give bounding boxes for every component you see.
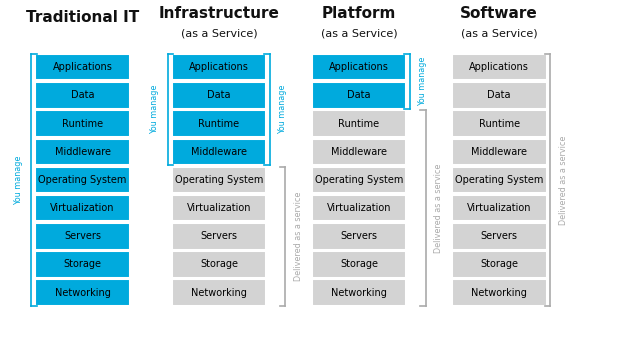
Text: Operating System: Operating System [315, 175, 403, 185]
FancyBboxPatch shape [452, 167, 547, 193]
Text: Operating System: Operating System [38, 175, 127, 185]
Text: You manage: You manage [150, 85, 159, 134]
Text: Networking: Networking [191, 288, 247, 298]
Text: Data: Data [71, 90, 94, 100]
Text: Middleware: Middleware [191, 147, 247, 157]
FancyBboxPatch shape [172, 195, 266, 221]
Text: Virtualization: Virtualization [187, 203, 251, 213]
Text: Applications: Applications [329, 62, 389, 72]
Text: Operating System: Operating System [455, 175, 543, 185]
Text: Delivered as a service: Delivered as a service [559, 135, 568, 224]
Text: You manage: You manage [14, 155, 23, 205]
Text: Applications: Applications [189, 62, 249, 72]
Text: Data: Data [207, 90, 230, 100]
FancyBboxPatch shape [172, 167, 266, 193]
FancyBboxPatch shape [452, 251, 547, 278]
FancyBboxPatch shape [172, 54, 266, 80]
Text: Applications: Applications [469, 62, 529, 72]
FancyBboxPatch shape [172, 251, 266, 278]
Text: Delivered as a service: Delivered as a service [434, 164, 443, 253]
Text: (as a Service): (as a Service) [321, 28, 397, 38]
Text: Runtime: Runtime [339, 119, 380, 128]
FancyBboxPatch shape [312, 223, 406, 250]
FancyBboxPatch shape [452, 279, 547, 306]
Text: (as a Service): (as a Service) [461, 28, 538, 38]
Text: Virtualization: Virtualization [467, 203, 531, 213]
FancyBboxPatch shape [172, 223, 266, 250]
FancyBboxPatch shape [35, 139, 130, 165]
FancyBboxPatch shape [35, 279, 130, 306]
Text: Middleware: Middleware [54, 147, 111, 157]
Text: Virtualization: Virtualization [51, 203, 115, 213]
Text: Servers: Servers [64, 231, 101, 241]
Text: Data: Data [488, 90, 511, 100]
Text: Servers: Servers [481, 231, 518, 241]
Text: Infrastructure: Infrastructure [159, 6, 279, 22]
Text: Traditional IT: Traditional IT [26, 10, 139, 25]
FancyBboxPatch shape [35, 195, 130, 221]
FancyBboxPatch shape [452, 195, 547, 221]
FancyBboxPatch shape [35, 251, 130, 278]
Text: Middleware: Middleware [471, 147, 527, 157]
FancyBboxPatch shape [312, 110, 406, 137]
FancyBboxPatch shape [452, 54, 547, 80]
Text: Storage: Storage [63, 260, 102, 269]
FancyBboxPatch shape [172, 279, 266, 306]
FancyBboxPatch shape [172, 82, 266, 109]
Text: Networking: Networking [471, 288, 527, 298]
FancyBboxPatch shape [35, 82, 130, 109]
Text: Networking: Networking [54, 288, 111, 298]
Text: Storage: Storage [340, 260, 378, 269]
FancyBboxPatch shape [312, 54, 406, 80]
Text: You manage: You manage [419, 57, 428, 106]
FancyBboxPatch shape [35, 54, 130, 80]
FancyBboxPatch shape [312, 195, 406, 221]
FancyBboxPatch shape [452, 223, 547, 250]
Text: Runtime: Runtime [198, 119, 239, 128]
Text: Applications: Applications [52, 62, 113, 72]
FancyBboxPatch shape [312, 251, 406, 278]
Text: Networking: Networking [331, 288, 387, 298]
FancyBboxPatch shape [172, 139, 266, 165]
Text: Runtime: Runtime [62, 119, 103, 128]
FancyBboxPatch shape [452, 139, 547, 165]
FancyBboxPatch shape [312, 139, 406, 165]
FancyBboxPatch shape [312, 279, 406, 306]
Text: Servers: Servers [340, 231, 378, 241]
FancyBboxPatch shape [35, 223, 130, 250]
Text: Data: Data [348, 90, 371, 100]
FancyBboxPatch shape [312, 167, 406, 193]
Text: Servers: Servers [200, 231, 237, 241]
FancyBboxPatch shape [35, 167, 130, 193]
FancyBboxPatch shape [452, 82, 547, 109]
Text: Virtualization: Virtualization [327, 203, 391, 213]
Text: Storage: Storage [200, 260, 238, 269]
Text: Middleware: Middleware [331, 147, 387, 157]
Text: Runtime: Runtime [479, 119, 520, 128]
FancyBboxPatch shape [35, 110, 130, 137]
Text: (as a Service): (as a Service) [180, 28, 257, 38]
Text: Delivered as a service: Delivered as a service [294, 192, 303, 281]
Text: Storage: Storage [480, 260, 518, 269]
FancyBboxPatch shape [312, 82, 406, 109]
FancyBboxPatch shape [452, 110, 547, 137]
Text: Platform: Platform [322, 6, 396, 22]
Text: You manage: You manage [278, 85, 287, 134]
Text: Software: Software [460, 6, 538, 22]
FancyBboxPatch shape [172, 110, 266, 137]
Text: Operating System: Operating System [175, 175, 263, 185]
